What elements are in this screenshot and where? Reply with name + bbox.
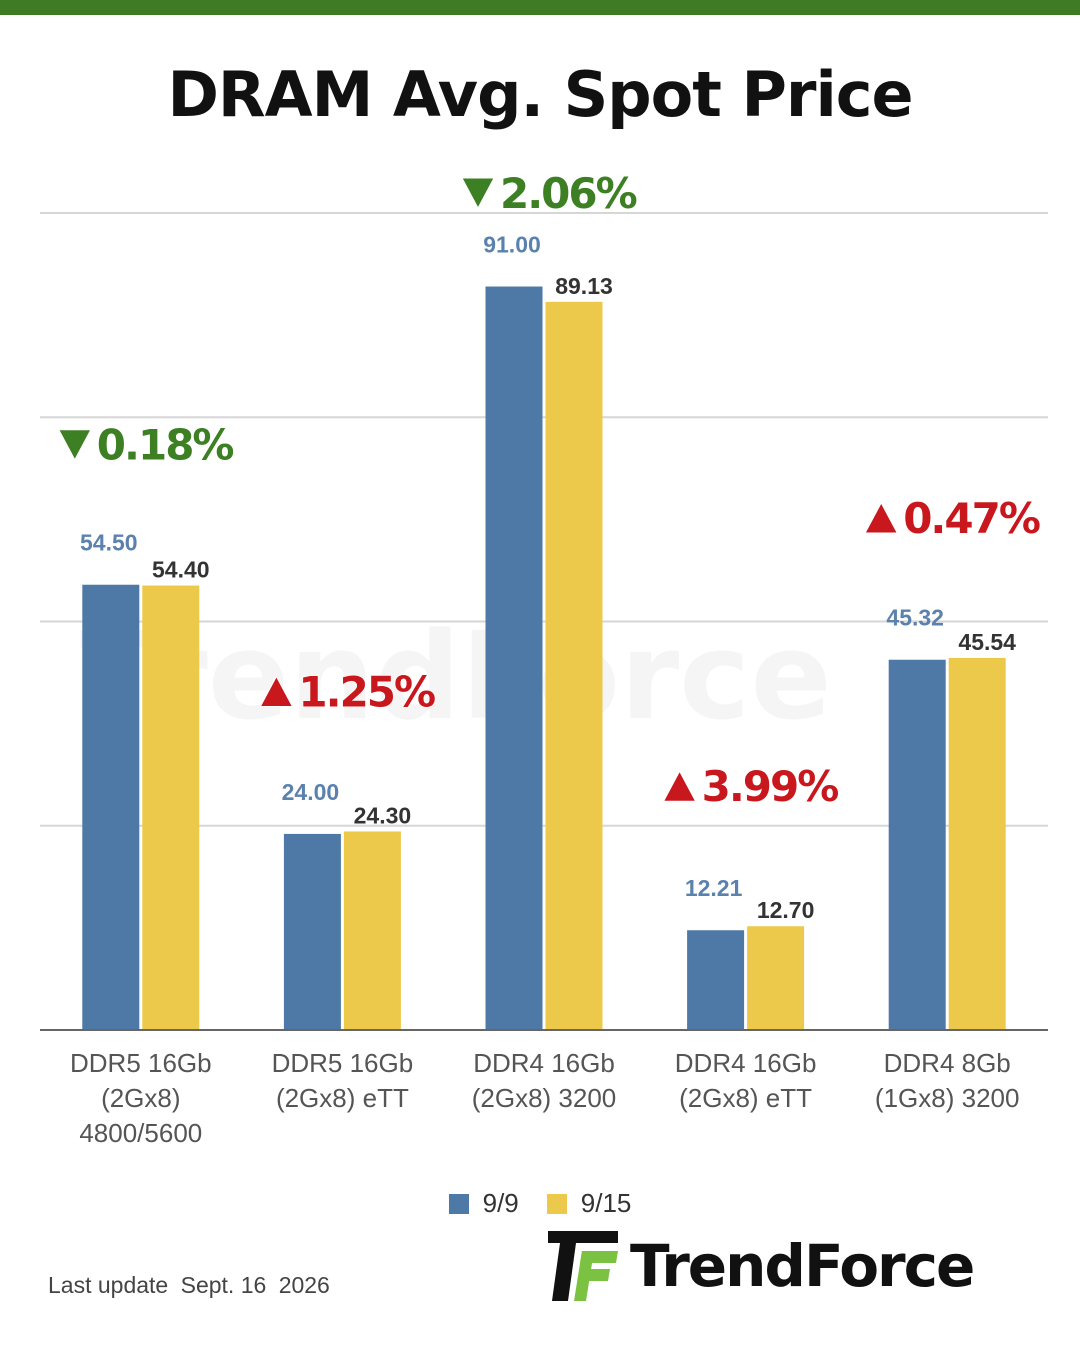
chart-title: DRAM Avg. Spot Price [167,58,913,131]
last-update-text: Last update Sept. 16 2026 [48,1272,336,1299]
bar-1-3 [687,930,745,1030]
top-accent-bar [0,0,1080,15]
category-label-2-0: DDR4 16Gb [473,1048,615,1078]
trendforce-logo: TrendForce [546,1228,1026,1304]
trendforce-logo-icon [548,1231,618,1301]
change-label-3: 3.99% [702,762,839,811]
watermark-text: TrendForce [80,608,832,747]
bar-2-3 [747,926,805,1030]
bar-2-1 [343,831,401,1030]
bar-1-0 [82,584,140,1030]
bar-1-1 [283,833,341,1030]
data-label-2-1: 24.30 [354,802,412,828]
last-update-year: 2026 [278,1272,330,1298]
category-label-3-0: DDR4 16Gb [675,1048,817,1078]
change-arrow-down-icon-2 [461,177,495,210]
legend-item-series-1: 9/9 [448,1188,519,1219]
change-arrow-up-icon-3 [662,770,697,802]
category-label-3-1: (2Gx8) eTT [679,1083,812,1113]
category-label-0-0: DDR5 16Gb [70,1048,212,1078]
bar-2-4 [948,657,1006,1030]
data-label-1-0: 54.50 [80,530,138,556]
chart-legend: 9/9 9/15 [0,1188,1080,1219]
bar-1-4 [888,659,946,1030]
change-label-2: 2.06% [500,169,637,218]
last-update-label: Last update [48,1272,169,1298]
legend-label-series-1: 9/9 [482,1188,519,1218]
legend-item-series-2: 9/15 [546,1188,632,1219]
data-label-2-4: 45.54 [958,629,1016,655]
legend-swatch-series-1 [448,1193,469,1214]
change-label-0: 0.18% [97,421,234,470]
trendforce-logo-text: TrendForce [630,1232,975,1300]
bar-2-0 [142,585,200,1030]
category-label-0-1: (2Gx8) [101,1083,180,1113]
category-label-1-1: (2Gx8) eTT [276,1083,409,1113]
change-arrow-down-icon-0 [57,429,92,461]
category-label-0-2: 4800/5600 [79,1118,202,1148]
last-update-date: Sept. 16 [180,1272,267,1298]
change-arrow-up-icon-1 [259,675,294,707]
category-label-4-1: (1Gx8) 3200 [875,1083,1020,1113]
bar-2-2 [545,301,603,1031]
data-label-2-0: 54.40 [152,557,210,583]
change-arrow-up-icon-4 [864,501,899,534]
data-label-2-2: 89.13 [555,273,613,299]
bar-1-2 [485,286,543,1030]
legend-swatch-series-2 [546,1193,567,1214]
data-label-2-3: 12.70 [757,897,815,923]
data-label-1-3: 12.21 [685,875,743,901]
category-label-1-0: DDR5 16Gb [272,1048,414,1078]
data-label-1-4: 45.32 [886,605,944,631]
data-label-1-2: 91.00 [483,232,541,258]
change-label-4: 0.47% [903,494,1040,543]
legend-label-series-2: 9/15 [580,1188,632,1218]
change-label-1: 1.25% [298,667,435,716]
category-label-2-1: (2Gx8) 3200 [472,1083,617,1113]
category-label-4-0: DDR4 8Gb [884,1048,1011,1078]
data-label-1-1: 24.00 [282,779,340,805]
